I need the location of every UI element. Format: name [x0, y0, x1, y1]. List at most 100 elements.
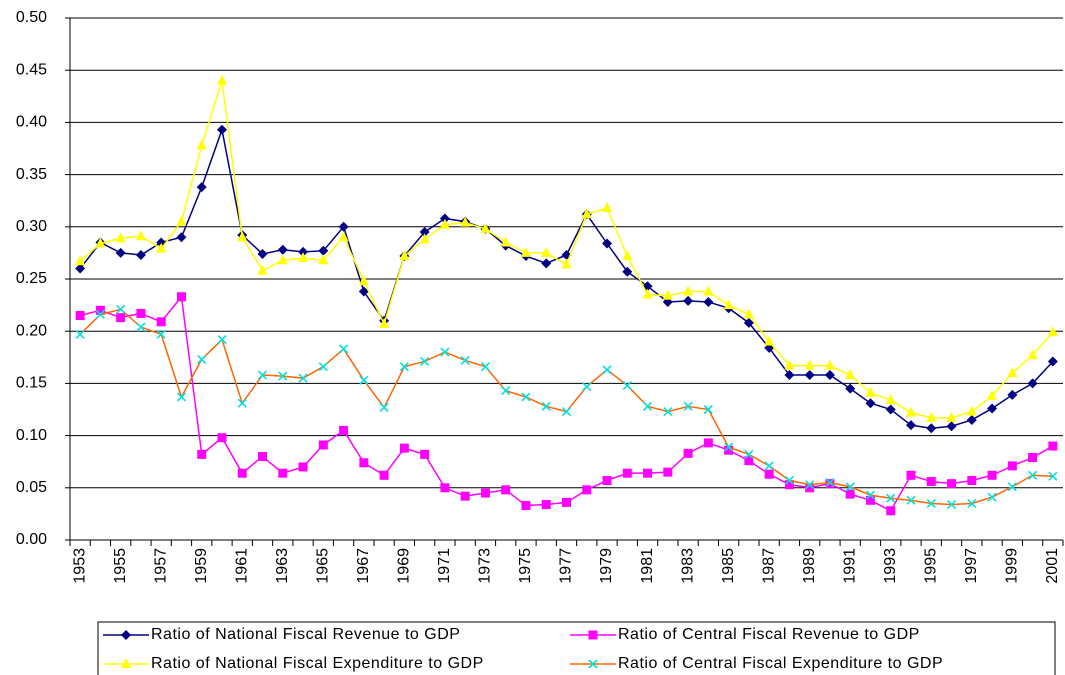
marker — [966, 405, 977, 416]
marker — [906, 406, 917, 417]
x-tick-label: 1975 — [517, 548, 534, 584]
marker — [885, 394, 896, 405]
series — [75, 304, 1058, 510]
marker — [439, 213, 450, 224]
marker — [825, 478, 835, 488]
marker — [886, 506, 896, 516]
marker — [95, 305, 105, 315]
marker — [176, 215, 187, 226]
marker — [663, 467, 673, 477]
marker — [520, 246, 531, 257]
marker — [764, 461, 774, 471]
marker — [257, 248, 268, 259]
x-tick-label: 1977 — [558, 548, 575, 584]
marker — [642, 288, 653, 299]
marker — [906, 495, 916, 505]
marker — [723, 299, 734, 310]
marker — [602, 202, 613, 213]
marker — [521, 392, 531, 402]
legend-label: Ratio of Central Fiscal Expenditure to G… — [618, 655, 943, 672]
marker — [338, 231, 349, 242]
legend-label: Ratio of Central Fiscal Revenue to GDP — [618, 626, 920, 643]
marker — [541, 500, 551, 510]
marker — [805, 480, 815, 490]
marker — [906, 420, 917, 431]
marker — [804, 359, 815, 370]
marker — [196, 182, 207, 193]
marker — [1047, 356, 1058, 367]
marker — [339, 425, 349, 435]
marker — [237, 231, 248, 242]
marker — [602, 238, 613, 249]
marker — [419, 233, 430, 244]
legend-marker — [588, 659, 598, 669]
marker — [622, 468, 632, 478]
marker — [298, 252, 309, 263]
marker — [987, 470, 997, 480]
y-tick-label: 0.45 — [16, 61, 47, 78]
marker — [176, 232, 187, 243]
marker — [987, 492, 997, 502]
y-tick-label: 0.05 — [16, 479, 47, 496]
y-tick-label: 0.00 — [16, 531, 47, 548]
legend-marker — [121, 630, 131, 640]
marker — [582, 381, 592, 392]
marker — [501, 485, 511, 495]
marker — [95, 309, 105, 320]
marker — [379, 470, 389, 480]
marker — [480, 488, 490, 498]
marker — [278, 371, 288, 381]
legend-label: Ratio of National Fiscal Revenue to GDP — [151, 626, 460, 643]
x-tick-label: 1985 — [720, 548, 737, 584]
marker — [196, 139, 207, 150]
marker — [926, 498, 936, 509]
marker — [358, 286, 369, 297]
marker — [967, 498, 977, 509]
marker — [318, 440, 328, 450]
marker — [743, 317, 754, 328]
marker — [946, 421, 957, 432]
marker — [156, 242, 167, 253]
marker — [764, 335, 775, 346]
marker — [602, 475, 612, 485]
x-tick-label: 1959 — [193, 548, 210, 584]
y-tick-label: 0.10 — [16, 427, 47, 444]
marker — [947, 479, 957, 489]
marker — [703, 296, 714, 307]
marker — [926, 477, 936, 487]
marker — [683, 295, 694, 306]
marker — [865, 398, 876, 409]
marker — [480, 362, 491, 372]
marker — [683, 401, 693, 411]
marker — [278, 468, 288, 478]
x-tick-label: 1997 — [963, 548, 980, 584]
x-tick-label: 2001 — [1044, 548, 1061, 584]
marker — [338, 221, 349, 232]
marker — [379, 402, 389, 412]
marker — [1048, 471, 1058, 481]
marker — [419, 227, 430, 238]
x-tick-label: 1989 — [801, 548, 818, 584]
marker — [359, 375, 369, 385]
marker — [743, 308, 754, 319]
y-tick-label: 0.50 — [16, 9, 47, 26]
x-tick-label: 1991 — [841, 548, 858, 584]
marker — [724, 442, 734, 452]
marker — [258, 451, 268, 461]
marker — [1028, 470, 1038, 480]
x-tick-label: 1955 — [112, 548, 129, 584]
marker — [135, 230, 146, 241]
y-tick-label: 0.15 — [16, 375, 47, 392]
marker — [622, 266, 633, 277]
marker — [541, 246, 552, 257]
x-tick-label: 1979 — [598, 548, 615, 584]
marker — [237, 468, 247, 478]
marker — [197, 449, 207, 459]
legend-marker — [121, 658, 131, 668]
x-tick-label: 1965 — [315, 548, 332, 584]
marker — [784, 370, 795, 381]
x-tick-label: 1957 — [152, 548, 169, 584]
marker — [75, 263, 86, 274]
marker — [298, 246, 309, 257]
